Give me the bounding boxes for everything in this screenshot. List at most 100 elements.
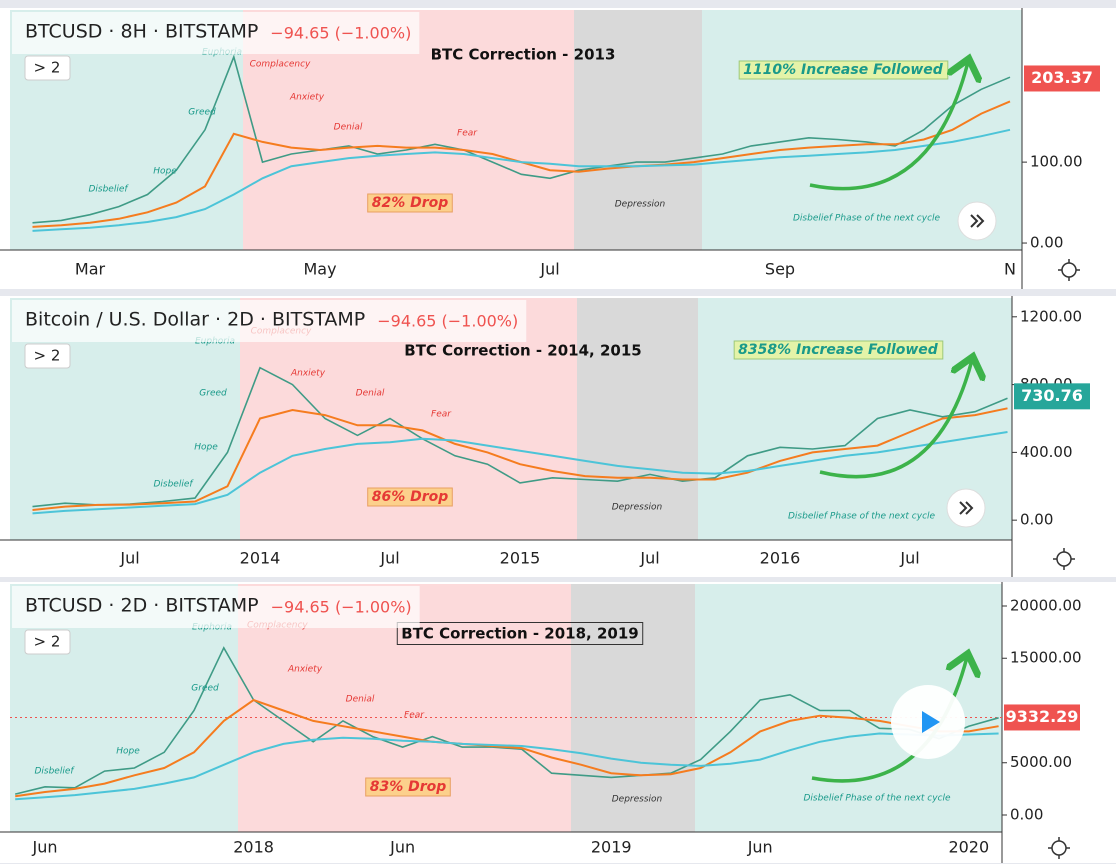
y-tick-label: 400.00 (1020, 443, 1073, 461)
drop-label-box (367, 193, 453, 213)
indicators-button[interactable] (24, 629, 71, 655)
series-line (15, 646, 999, 795)
indicators-label: > 2 (34, 59, 61, 77)
phase-zone (571, 584, 695, 832)
phase-zone (577, 298, 698, 540)
series-line (32, 128, 1011, 232)
last-price-label: 203.37 (1031, 68, 1093, 87)
x-tick-label: Jun (389, 838, 415, 857)
indicators-label: > 2 (34, 633, 61, 651)
x-tick-label: Sep (765, 260, 795, 279)
plot-area (32, 366, 1008, 515)
y-tick-label: 0.00 (1010, 805, 1043, 823)
phase-label: Fear (431, 410, 452, 420)
y-tick-label: 1200.00 (1020, 307, 1082, 325)
trend-arrow (819, 360, 972, 479)
series-line (32, 431, 1008, 515)
settings-icon-teeth (1053, 548, 1075, 570)
indicators-button[interactable] (24, 343, 71, 369)
phase-label: Complacency (250, 60, 311, 70)
y-tick-label: 15000.00 (1010, 649, 1082, 667)
chart-title: Bitcoin / U.S. Dollar · 2D · BITSTAMP (25, 309, 365, 331)
chart-title: BTCUSD · 2D · BITSTAMP (25, 595, 259, 617)
last-price-badge (1014, 383, 1090, 410)
x-tick-label: 2019 (591, 838, 632, 857)
y-tick-label: 5000.00 (1010, 753, 1072, 771)
correction-box (396, 622, 644, 645)
chart-pane: 0.00100.00MarMayJulSepNEuphoriaComplacen… (0, 8, 1116, 289)
header-background (12, 586, 420, 628)
x-tick-label: Jul (639, 549, 659, 568)
x-tick-label: Jul (899, 549, 919, 568)
phase-label: Hope (194, 443, 218, 453)
y-tick-label: 20000.00 (1010, 596, 1082, 614)
increase-label-box (733, 340, 944, 360)
scroll-icon (959, 501, 974, 515)
series-line (15, 732, 999, 801)
y-tick-label: 100.00 (1030, 153, 1083, 171)
increase-label: 8358% Increase Followed (738, 342, 939, 358)
phase-label: Anxiety (287, 665, 323, 675)
x-tick-label: May (303, 260, 336, 279)
price-change: −94.65 (−1.00%) (271, 598, 412, 617)
phase-label: Fear (457, 129, 478, 139)
drop-label: 82% Drop (372, 195, 449, 211)
phase-label: Hope (153, 167, 177, 177)
indicators-button[interactable] (24, 55, 71, 81)
price-change: −94.65 (−1.00%) (270, 24, 411, 43)
phase-label: Disbelief Phase of the next cycle (803, 794, 951, 804)
correction-title: BTC Correction - 2014, 2015 (404, 342, 641, 360)
header-background (12, 300, 527, 342)
chart-pane: 0.00400.00800.001200.00Jul2014Jul2015Jul… (0, 296, 1116, 577)
series-line (32, 407, 1008, 511)
phase-label: Greed (191, 684, 219, 694)
phase-label: Denial (346, 695, 375, 705)
play-icon (922, 711, 940, 733)
last-price-badge (1004, 704, 1080, 731)
plot-area (10, 646, 1002, 801)
settings-icon-teeth (1048, 837, 1070, 859)
phase-label: Fear (404, 711, 425, 721)
drop-label-box (367, 487, 453, 507)
x-tick-label: 2020 (948, 838, 989, 857)
trend-arrow (809, 62, 968, 191)
settings-icon-teeth (1058, 259, 1080, 281)
increase-label: 1110% Increase Followed (743, 62, 944, 78)
x-tick-label: 2016 (760, 549, 801, 568)
x-tick-label: 2018 (233, 838, 274, 857)
phase-label: Disbelief Phase of the next cycle (788, 512, 936, 522)
header-background (12, 12, 420, 54)
plot-area (32, 54, 1011, 232)
correction-title: BTC Correction - 2013 (431, 46, 616, 64)
price-change: −94.65 (−1.00%) (377, 312, 518, 331)
chart-pane: 0.00 5000.00 15000.00 20000.00 Jun 2018 Jun 201… (0, 582, 1116, 863)
x-tick-label: Jul (119, 549, 139, 568)
x-tick-label: 2015 (500, 549, 541, 568)
phase-label: Disbelief (34, 767, 75, 777)
series-line (32, 366, 1008, 508)
phase-label: Greed (199, 389, 227, 399)
phase-label: Disbelief (153, 480, 194, 490)
x-tick-label: Mar (75, 260, 106, 279)
phase-label: Anxiety (290, 369, 326, 379)
phase-label: Depression (612, 503, 663, 513)
y-tick-label: 0.00 (1030, 234, 1063, 252)
phase-label: Anxiety (289, 93, 325, 103)
phase-zone (574, 10, 702, 250)
phase-label: Denial (356, 389, 385, 399)
drop-label: 86% Drop (372, 489, 449, 505)
series-line (15, 698, 999, 798)
x-tick-label: Jun (32, 838, 58, 857)
series-line (32, 54, 1011, 224)
phase-label: Greed (188, 108, 216, 118)
drop-label: 83% Drop (370, 779, 447, 795)
drop-label-box (365, 777, 451, 797)
x-tick-label: Jul (379, 549, 399, 568)
last-price-badge (1024, 65, 1100, 92)
x-tick-label: Jun (747, 838, 773, 857)
indicators-label: > 2 (34, 347, 61, 365)
x-tick-label: Jul (539, 260, 559, 279)
phase-label: Disbelief (88, 185, 129, 195)
trend-arrow (811, 657, 967, 783)
